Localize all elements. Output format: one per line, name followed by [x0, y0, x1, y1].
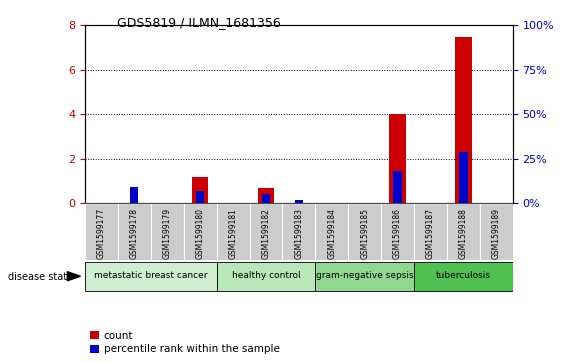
Bar: [196, 191, 205, 203]
Bar: [459, 152, 468, 203]
Legend: count, percentile rank within the sample: count, percentile rank within the sample: [90, 331, 280, 354]
Bar: [295, 200, 303, 203]
Bar: [85, 203, 118, 260]
Text: GSM1599178: GSM1599178: [130, 208, 139, 259]
Bar: [480, 203, 513, 260]
Bar: [348, 203, 381, 260]
Bar: [262, 195, 270, 203]
Bar: [447, 203, 480, 260]
Bar: [118, 203, 151, 260]
Text: GSM1599185: GSM1599185: [360, 208, 369, 259]
Bar: [192, 177, 209, 203]
Bar: [393, 171, 401, 203]
Text: GDS5819 / ILMN_1681356: GDS5819 / ILMN_1681356: [117, 16, 281, 29]
Bar: [85, 262, 217, 291]
Text: healthy control: healthy control: [231, 271, 300, 280]
Bar: [258, 188, 274, 203]
Text: GSM1599184: GSM1599184: [327, 208, 336, 259]
Bar: [455, 37, 472, 203]
Bar: [414, 203, 447, 260]
Bar: [389, 114, 406, 203]
Text: disease state: disease state: [8, 272, 73, 282]
Bar: [414, 262, 513, 291]
Text: metastatic breast cancer: metastatic breast cancer: [94, 271, 207, 280]
Bar: [130, 187, 138, 203]
Bar: [250, 203, 282, 260]
Text: GSM1599179: GSM1599179: [163, 208, 172, 259]
Text: tuberculosis: tuberculosis: [436, 271, 491, 280]
Text: GSM1599181: GSM1599181: [229, 208, 237, 259]
Text: GSM1599177: GSM1599177: [97, 208, 106, 259]
Bar: [315, 262, 414, 291]
Polygon shape: [67, 272, 80, 281]
Bar: [282, 203, 315, 260]
Text: GSM1599180: GSM1599180: [196, 208, 205, 259]
Bar: [217, 203, 250, 260]
Text: gram-negative sepsis: gram-negative sepsis: [316, 271, 414, 280]
Bar: [183, 203, 217, 260]
Bar: [381, 203, 414, 260]
Text: GSM1599188: GSM1599188: [459, 208, 468, 259]
Bar: [315, 203, 348, 260]
Text: GSM1599187: GSM1599187: [426, 208, 435, 259]
Bar: [151, 203, 183, 260]
Text: GSM1599183: GSM1599183: [294, 208, 304, 259]
Bar: [217, 262, 315, 291]
Text: GSM1599182: GSM1599182: [261, 208, 271, 259]
Text: GSM1599189: GSM1599189: [492, 208, 501, 259]
Text: GSM1599186: GSM1599186: [393, 208, 402, 259]
